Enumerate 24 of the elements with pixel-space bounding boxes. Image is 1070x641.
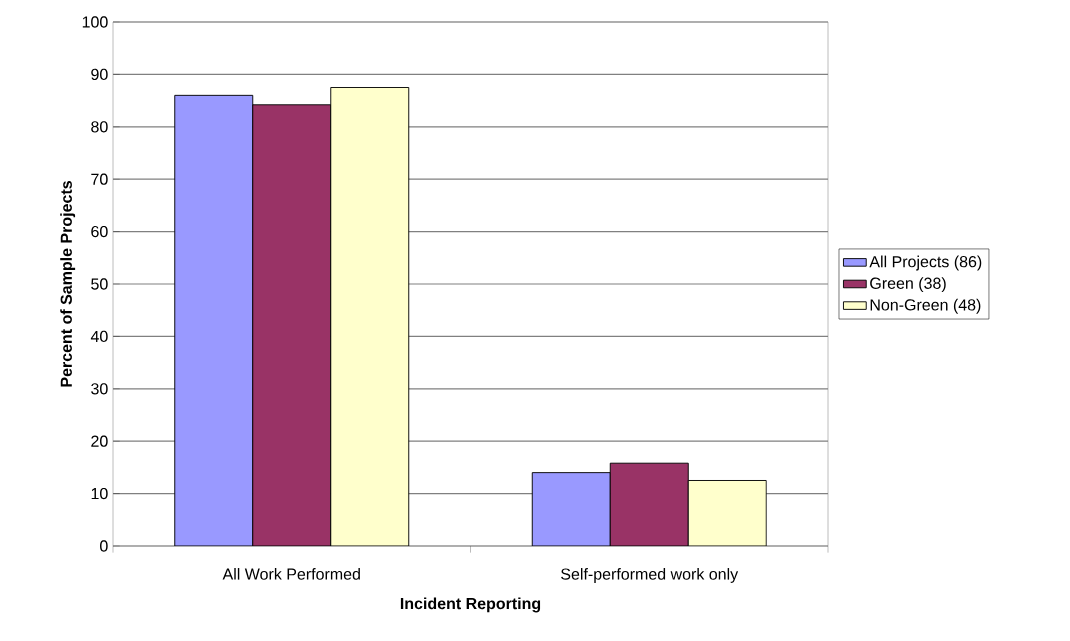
y-tick-label: 90 — [91, 68, 108, 81]
bar — [330, 87, 410, 546]
y-tick-label: 50 — [91, 278, 108, 290]
legend-label: All Projects (86) — [869, 255, 982, 271]
bar — [252, 104, 332, 546]
y-tick-label: 30 — [91, 383, 108, 395]
y-tick-label: 20 — [91, 435, 108, 447]
legend-label: Non-Green (48) — [870, 298, 981, 314]
x-tick-label: Self-performed work only — [561, 568, 739, 583]
y-tick-label: 0 — [100, 540, 108, 552]
bar — [609, 462, 689, 546]
bar — [531, 472, 611, 546]
y-tick-label: 60 — [91, 225, 108, 238]
y-axis-title: Percent of Sample Projects — [60, 181, 76, 387]
y-tick-label: 80 — [91, 121, 108, 133]
bar — [687, 480, 767, 546]
x-axis-title: Incident Reporting — [400, 597, 541, 613]
y-tick-label: 70 — [91, 173, 108, 185]
x-tick-label: All Work Performed — [222, 568, 360, 580]
y-tick-label: 40 — [90, 330, 108, 343]
bar — [174, 94, 254, 546]
legend-label: Green (38) — [870, 277, 946, 293]
y-tick-label: 10 — [91, 487, 108, 500]
y-tick-label: 100 — [82, 16, 108, 28]
